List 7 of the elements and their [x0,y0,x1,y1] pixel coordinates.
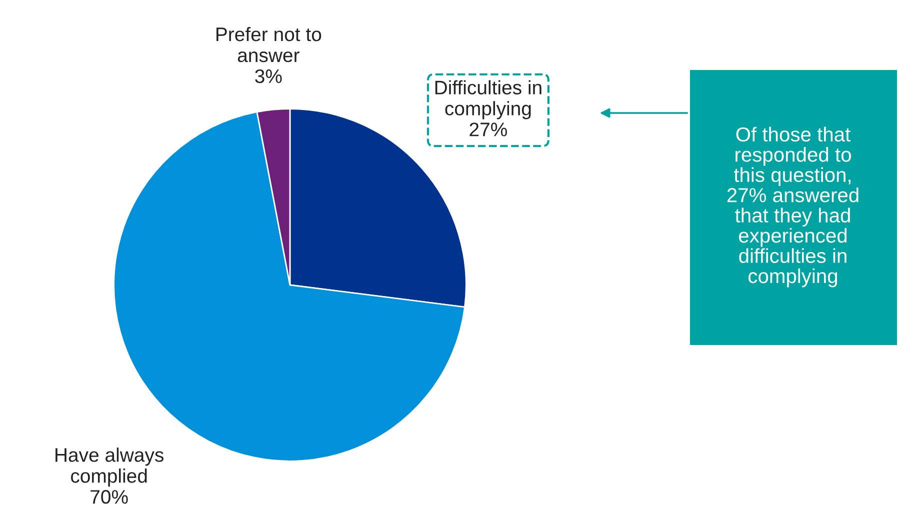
data-label: 27% [470,122,507,136]
slice-label: Prefer not to answer [216,26,322,62]
slice-label: Difficulties in complying [435,80,542,120]
text: Of those that responded to this question, 27% answered that they had experienced difficulties in complying [727,126,858,288]
slice-label: Have always complied [56,448,164,487]
data-label: 3% [255,69,282,84]
data-label: 70% [90,490,128,504]
